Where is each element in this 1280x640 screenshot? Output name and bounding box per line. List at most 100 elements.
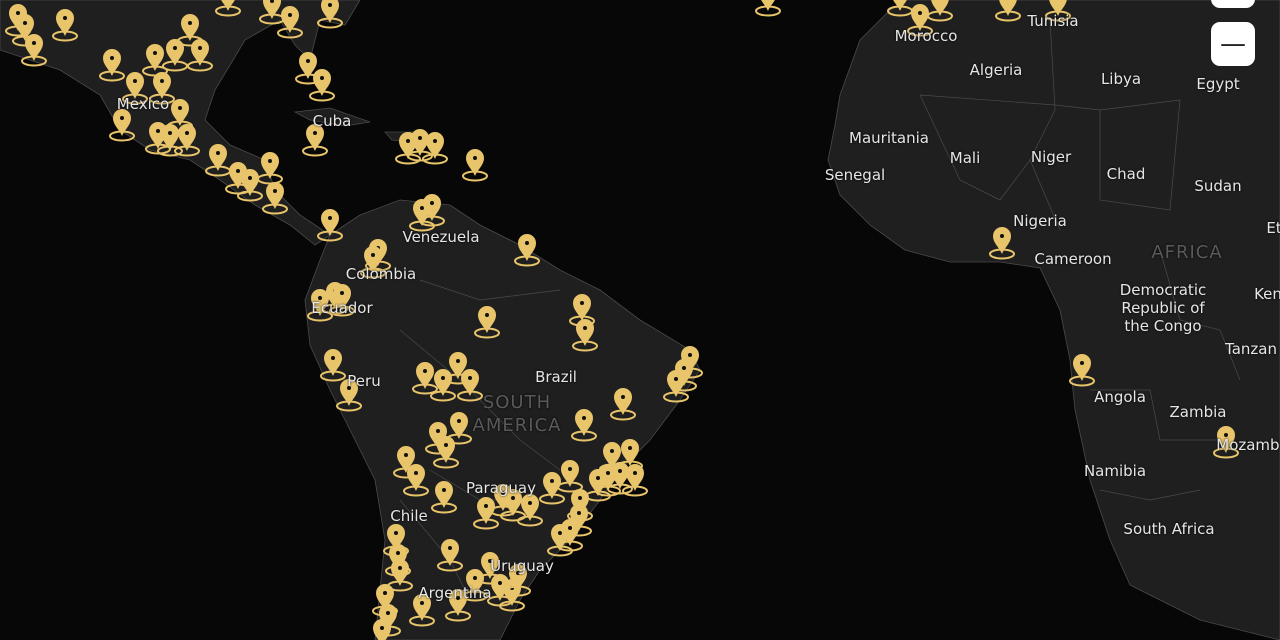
- map-pin-icon[interactable]: [320, 349, 346, 382]
- map-pin-icon[interactable]: [329, 284, 355, 317]
- map-pin-icon[interactable]: [21, 33, 47, 67]
- label-niger: Niger: [1030, 148, 1072, 166]
- map-pin-icon[interactable]: [142, 44, 168, 77]
- map-pin-icon[interactable]: [431, 481, 457, 514]
- map-pin-icon[interactable]: [412, 362, 438, 395]
- map-pin-icon[interactable]: [149, 72, 175, 105]
- map-pin-icon[interactable]: [539, 472, 565, 505]
- map-pin-icon[interactable]: [336, 379, 362, 412]
- map-pin-icon[interactable]: [457, 369, 483, 402]
- map-pin-icon[interactable]: [907, 4, 933, 37]
- label-chad: Chad: [1106, 165, 1146, 183]
- map-pin-icon[interactable]: [262, 182, 288, 215]
- label-kenya: Ken: [1254, 285, 1280, 303]
- map-pin-icon[interactable]: [157, 124, 183, 157]
- map-pin-icon[interactable]: [462, 149, 488, 182]
- map-pin-icon[interactable]: [1045, 0, 1071, 22]
- map-pin-icon[interactable]: [572, 319, 598, 352]
- label-algeria: Algeria: [969, 61, 1023, 79]
- label-ethiopia: Et: [1266, 219, 1280, 237]
- label-zambia: Zambia: [1169, 403, 1227, 421]
- map-pin-icon[interactable]: [430, 369, 456, 402]
- map-pin-icon[interactable]: [585, 469, 611, 502]
- map-pin-icon[interactable]: [205, 144, 231, 177]
- map-pin-icon[interactable]: [109, 109, 135, 142]
- map-pin-icon[interactable]: [663, 370, 689, 403]
- map-pin-icon[interactable]: [446, 412, 472, 445]
- label-colombia: Colombia: [345, 265, 417, 283]
- map-pin-icon[interactable]: [514, 234, 540, 267]
- label-mexico: Mexico: [116, 95, 170, 113]
- map-pin-icon[interactable]: [437, 539, 463, 572]
- label-libya: Libya: [1100, 70, 1142, 88]
- map-pin-icon[interactable]: [419, 194, 445, 227]
- map-pin-icon[interactable]: [409, 594, 435, 627]
- map-pin-icon[interactable]: [500, 489, 526, 522]
- map-pin-icon[interactable]: [122, 72, 148, 105]
- map-pin-icon[interactable]: [422, 132, 448, 165]
- map-pin-icon[interactable]: [887, 0, 913, 17]
- map-pin-icon[interactable]: [557, 460, 583, 493]
- map-pin-icon[interactable]: [474, 306, 500, 339]
- map-pin-icon[interactable]: [927, 0, 953, 22]
- map-pin-icon[interactable]: [52, 9, 78, 42]
- map-pin-icon[interactable]: [257, 152, 283, 185]
- map-pin-icon[interactable]: [433, 436, 459, 469]
- map-pin-icon[interactable]: [622, 464, 648, 497]
- map-pin-icon[interactable]: [407, 129, 433, 162]
- map-pin-icon[interactable]: [755, 0, 781, 17]
- map-pin-icon[interactable]: [162, 39, 188, 72]
- label-uruguay: Uruguay: [490, 557, 554, 575]
- map-pin-icon[interactable]: [307, 289, 333, 322]
- label-sudan: Sudan: [1194, 177, 1242, 195]
- africa-land: [827, 0, 1280, 640]
- label-paraguay: Paraguay: [465, 479, 537, 497]
- label-senegal: Senegal: [824, 166, 886, 184]
- map-pin-icon[interactable]: [505, 564, 531, 597]
- map-pin-icon[interactable]: [237, 169, 263, 202]
- label-cameroon: Cameroon: [1034, 250, 1112, 268]
- map-pin-icon[interactable]: [309, 69, 335, 102]
- map-pin-icon[interactable]: [277, 5, 303, 39]
- map-pin-icon[interactable]: [177, 14, 203, 47]
- zoom-in-button[interactable]: +: [1211, 0, 1255, 8]
- cuba-land: [293, 107, 371, 127]
- map-pin-icon[interactable]: [215, 0, 241, 17]
- label-nigeria: Nigeria: [1013, 212, 1067, 230]
- map-pin-icon[interactable]: [360, 246, 386, 279]
- map-pin-icon[interactable]: [317, 209, 343, 242]
- label-morocco: Morocco: [894, 27, 958, 45]
- map-pin-icon[interactable]: [370, 619, 394, 640]
- map-pin-icon[interactable]: [989, 227, 1015, 260]
- label-tunisia: Tunisia: [1027, 12, 1079, 30]
- label-egypt: Egypt: [1196, 75, 1240, 93]
- map-pin-icon[interactable]: [302, 124, 328, 157]
- label-mali: Mali: [949, 149, 981, 167]
- map-pin-icon[interactable]: [259, 0, 285, 25]
- map-pin-icon[interactable]: [403, 464, 429, 497]
- label-angola: Angola: [1094, 388, 1146, 406]
- map-pin-icon[interactable]: [1069, 354, 1095, 387]
- map-pin-icon[interactable]: [610, 388, 636, 421]
- zoom-out-button[interactable]: —: [1211, 22, 1255, 66]
- label-chile: Chile: [390, 507, 428, 525]
- label-venezuela: Venezuela: [402, 228, 480, 246]
- label-argentina: Argentina: [418, 584, 492, 602]
- label-tanzania: Tanzan: [1225, 340, 1277, 358]
- label-namibia: Namibia: [1083, 462, 1147, 480]
- map-pin-icon[interactable]: [473, 497, 499, 530]
- label-ecuador: Ecuador: [311, 299, 373, 317]
- map-pin-icon[interactable]: [995, 0, 1021, 22]
- label-africa: AFRICA: [1151, 242, 1223, 263]
- map-pin-icon[interactable]: [557, 519, 583, 552]
- label-south-america: SOUTH AMERICA: [472, 392, 562, 436]
- map-pin-icon[interactable]: [174, 124, 200, 157]
- label-mozambique: Mozambi: [1216, 436, 1280, 454]
- map-pin-icon[interactable]: [317, 0, 343, 29]
- map-pin-icon[interactable]: [571, 409, 597, 442]
- map-pin-icon[interactable]: [517, 494, 543, 527]
- map-pin-icon[interactable]: [99, 49, 125, 82]
- map-pin-icon[interactable]: [1213, 426, 1239, 459]
